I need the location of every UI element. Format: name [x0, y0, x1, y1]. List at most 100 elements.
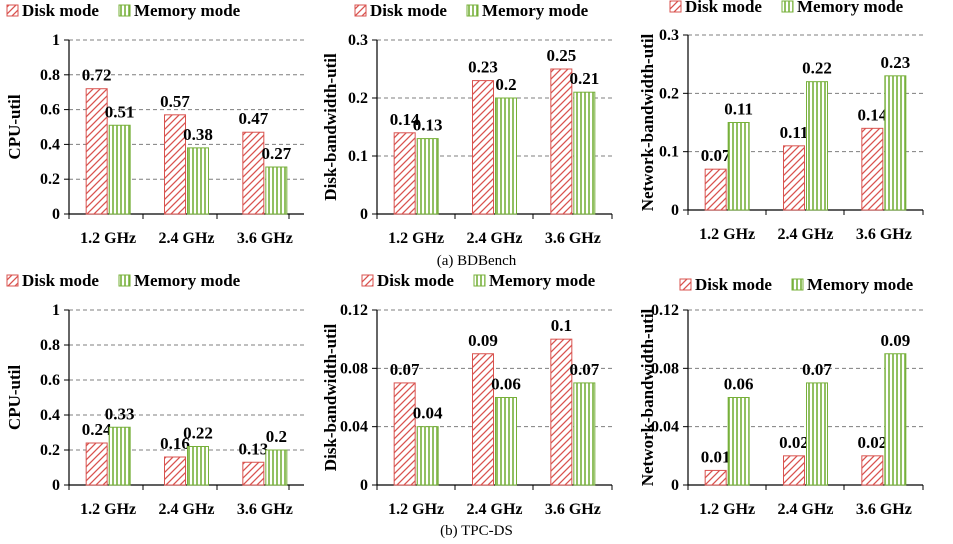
data-label-disk: 0.02 [779, 433, 809, 452]
data-label-disk: 0.13 [238, 439, 268, 458]
data-label-disk: 0.24 [82, 420, 112, 439]
y-axis-label: CPU-util [5, 94, 24, 159]
y-tick-label: 0.6 [40, 102, 60, 119]
data-label-disk: 0.14 [857, 105, 887, 124]
y-tick-label: 0 [671, 202, 679, 219]
bar-disk-mode [783, 145, 805, 211]
data-label-memory: 0.33 [105, 404, 135, 423]
data-label-memory: 0.38 [183, 125, 213, 144]
legend-swatch-disk [679, 278, 692, 291]
y-tick-label: 0.08 [651, 360, 679, 377]
y-axis-label: CPU-util [5, 365, 24, 430]
legend-label-disk: Disk mode [22, 1, 99, 20]
bar-memory-mode [884, 75, 907, 211]
bar-disk-mode [393, 382, 416, 486]
y-tick-label: 0.12 [651, 302, 679, 319]
data-label-memory: 0.22 [802, 59, 832, 78]
data-label-memory: 0.09 [880, 331, 910, 350]
data-label-disk: 0.11 [780, 123, 809, 142]
x-tick-label: 3.6 GHz [237, 230, 293, 247]
legend-swatch-memory [791, 278, 804, 291]
bar-disk-mode [85, 442, 108, 486]
x-tick-label: 1.2 GHz [80, 230, 136, 247]
caption-tpcds: (b) TPC-DS [440, 523, 513, 539]
legend-label-memory: Memory mode [134, 1, 241, 20]
y-tick-label: 0.2 [40, 171, 60, 188]
legend-label-memory: Memory mode [807, 275, 914, 294]
y-tick-label: 0.1 [659, 144, 679, 161]
legend-swatch-disk [361, 274, 374, 287]
y-tick-label: 0.3 [348, 32, 368, 49]
x-tick-label: 2.4 GHz [159, 501, 215, 518]
x-tick-label: 3.6 GHz [856, 226, 912, 243]
x-tick-label: 3.6 GHz [856, 501, 912, 518]
data-label-disk: 0.14 [390, 110, 420, 129]
bar-disk-mode [242, 461, 265, 486]
data-label-memory: 0.07 [569, 360, 599, 379]
bar-memory-mode [884, 353, 907, 486]
legend-label-disk: Disk mode [695, 275, 772, 294]
x-tick-label: 3.6 GHz [545, 501, 601, 518]
bar-memory-mode [416, 138, 439, 215]
data-label-disk: 0.07 [701, 146, 731, 165]
y-axis-label: Disk-bandwidth-util [321, 324, 340, 472]
y-tick-label: 0.8 [40, 337, 60, 354]
data-label-disk: 0.16 [160, 434, 190, 453]
x-tick-label: 3.6 GHz [237, 501, 293, 518]
bar-disk-mode [704, 168, 727, 211]
x-tick-label: 2.4 GHz [467, 501, 523, 518]
bar-disk-mode [550, 68, 573, 215]
bar-disk-mode [861, 127, 884, 211]
x-tick-label: 1.2 GHz [699, 226, 755, 243]
data-label-disk: 0.47 [238, 109, 268, 128]
bar-memory-mode [187, 446, 209, 486]
bar-disk-mode [472, 80, 494, 215]
y-tick-label: 0 [360, 206, 368, 223]
data-label-disk: 0.25 [546, 46, 576, 65]
data-label-memory: 0.23 [880, 53, 910, 72]
bar-memory-mode [495, 97, 517, 215]
data-label-memory: 0.27 [261, 144, 291, 163]
bar-memory-mode [806, 382, 828, 486]
bar-disk-mode [164, 114, 186, 215]
x-tick-label: 2.4 GHz [778, 501, 834, 518]
caption-bdbench: (a) BDBench [436, 253, 517, 269]
y-tick-label: 0.2 [659, 85, 679, 102]
data-label-memory: 0.06 [724, 375, 754, 394]
legend-swatch-disk [6, 4, 19, 17]
legend-swatch-memory [118, 4, 131, 17]
data-label-memory: 0.11 [724, 100, 753, 119]
y-tick-label: 0 [52, 477, 60, 494]
data-label-memory: 0.06 [491, 375, 521, 394]
y-tick-label: 0.2 [348, 90, 368, 107]
y-tick-label: 0.3 [659, 27, 679, 44]
data-label-disk: 0.72 [82, 66, 112, 85]
legend-label-disk: Disk mode [370, 1, 447, 20]
data-label-memory: 0.2 [495, 75, 516, 94]
bar-disk-mode [164, 456, 186, 486]
y-tick-label: 0.2 [40, 442, 60, 459]
y-tick-label: 0.04 [340, 419, 368, 436]
x-tick-label: 2.4 GHz [778, 226, 834, 243]
data-label-memory: 0.2 [266, 427, 287, 446]
y-tick-label: 1 [52, 302, 60, 319]
bar-memory-mode [265, 449, 288, 486]
bar-memory-mode [187, 147, 209, 215]
data-label-disk: 0.1 [551, 316, 572, 335]
bar-memory-mode [108, 124, 131, 215]
y-tick-label: 0 [671, 477, 679, 494]
x-tick-label: 1.2 GHz [80, 501, 136, 518]
legend-label-memory: Memory mode [489, 271, 596, 290]
bar-memory-mode [265, 166, 288, 215]
y-tick-label: 1 [52, 32, 60, 49]
bar-disk-mode [783, 455, 805, 486]
bar-disk-mode [393, 132, 416, 215]
y-tick-label: 0.12 [340, 302, 368, 319]
legend-swatch-disk [669, 0, 682, 13]
legend-swatch-disk [6, 274, 19, 287]
data-label-disk: 0.23 [468, 58, 498, 77]
legend-label-disk: Disk mode [377, 271, 454, 290]
bar-disk-mode [550, 338, 573, 486]
